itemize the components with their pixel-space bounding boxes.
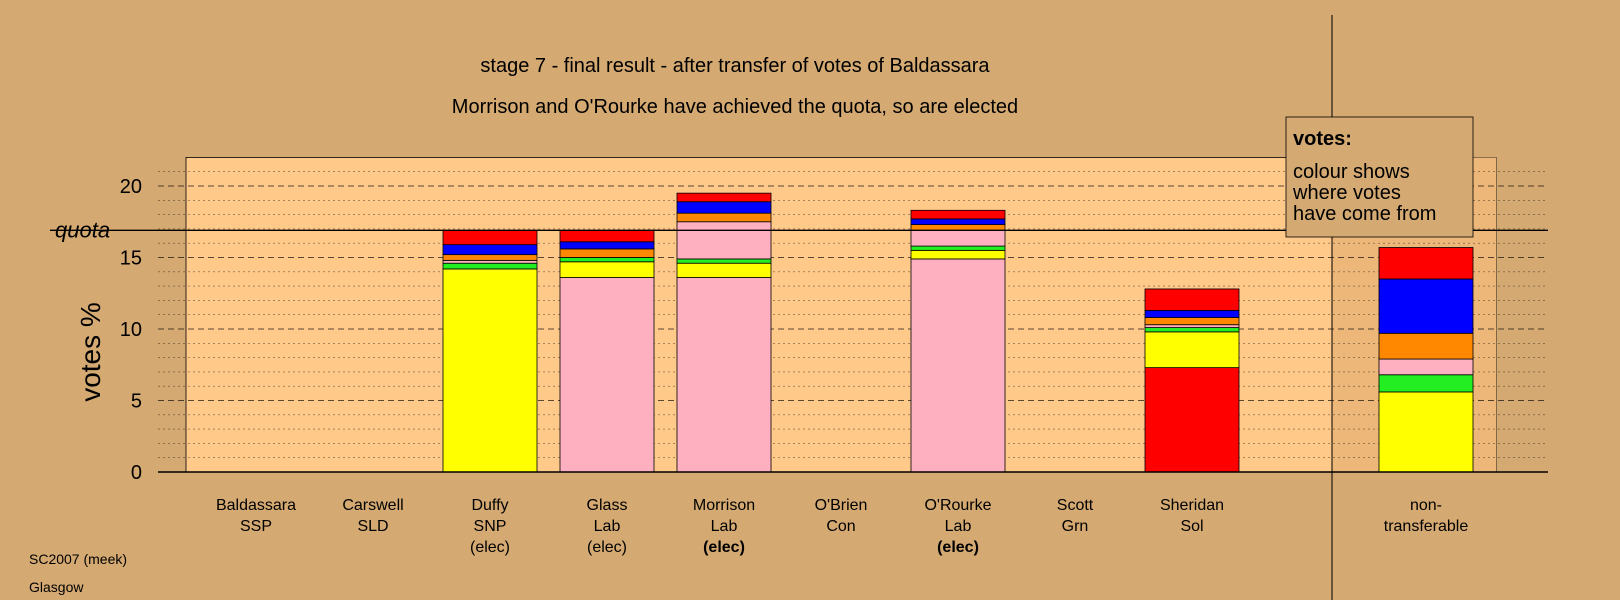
bar-segment-sol	[559, 229, 655, 243]
bar-segment-snp	[1144, 331, 1240, 369]
bar-segment-snp	[910, 249, 1006, 260]
x-tick-candidate-name: Carswell	[342, 497, 403, 514]
bar-segment-snp	[1378, 391, 1474, 473]
x-tick-candidate-name: Baldassara	[216, 497, 296, 514]
x-tick-candidate-party: Lab	[711, 518, 738, 535]
x-tick-candidate-party: Sol	[1180, 518, 1203, 535]
x-tick-candidate-name: O'Rourke	[924, 497, 991, 514]
y-tick-label: 15	[120, 248, 142, 270]
legend-box	[1285, 116, 1474, 238]
bar-segment-grn	[910, 245, 1006, 251]
footer-method: SC2007 (meek)	[29, 551, 128, 567]
bar-segment-sol	[1378, 247, 1474, 280]
bar-segment-ld	[910, 224, 1006, 231]
x-tick-candidate-party: Lab	[594, 518, 621, 535]
x-tick-candidate-status: (elec)	[937, 539, 979, 556]
x-tick-non-transferable: transferable	[1384, 518, 1469, 535]
y-axis-label: votes %	[75, 302, 106, 402]
footer-constituency: Glasgow	[29, 579, 84, 595]
x-tick-candidate-status: (elec)	[703, 539, 745, 556]
bar-segment-con	[1378, 278, 1474, 334]
bar-segment-con	[1144, 310, 1240, 318]
chart-title: stage 7 - final result - after transfer …	[480, 55, 990, 77]
x-tick-candidate-name: Morrison	[693, 497, 755, 514]
bar-segment-sol	[1144, 288, 1240, 311]
legend-text: have come from	[1293, 203, 1436, 225]
bar-segment-lab	[910, 229, 1006, 247]
bar-segment-ld	[676, 212, 772, 223]
bar-segment-grn	[1144, 327, 1240, 333]
bar-segment-grn	[442, 262, 538, 270]
bar-segment-grn	[1378, 374, 1474, 393]
bar-segment-ld	[559, 248, 655, 258]
bar-segment-con	[676, 201, 772, 214]
x-tick-candidate-name: O'Brien	[815, 497, 868, 514]
y-tick-label: 0	[131, 462, 142, 484]
bar-segment-lab	[910, 258, 1006, 473]
x-tick-candidate-name: Sheridan	[1160, 497, 1224, 514]
legend-text: colour shows	[1293, 161, 1410, 183]
x-tick-candidate-status: (elec)	[470, 539, 510, 556]
y-tick-label: 5	[131, 391, 142, 413]
bar-segment-snp	[559, 261, 655, 278]
bar-glass	[559, 229, 655, 473]
bar-segment-sol	[1144, 367, 1240, 473]
bar-segment-snp	[442, 268, 538, 473]
legend-title: votes:	[1293, 128, 1352, 150]
bar-sheridan	[1144, 288, 1240, 473]
x-tick-candidate-party: Con	[826, 518, 855, 535]
x-tick-candidate-party: Grn	[1062, 518, 1089, 535]
bar-segment-ld	[442, 254, 538, 261]
bar-segment-lab	[559, 277, 655, 473]
bar-segment-lab	[1378, 358, 1474, 376]
chart-subtitle: Morrison and O'Rourke have achieved the …	[452, 96, 1018, 118]
bar-segment-sol	[910, 209, 1006, 220]
bar-segment-grn	[559, 257, 655, 263]
bar-segment-con	[559, 241, 655, 250]
bar-segment-con	[442, 244, 538, 256]
y-tick-label: 20	[120, 176, 142, 198]
bar-segment-snp	[676, 262, 772, 278]
bar-segment-ld	[1144, 317, 1240, 326]
bar-segment-grn	[676, 258, 772, 264]
bar-segment-sol	[442, 229, 538, 246]
bar-duffy	[442, 229, 538, 473]
x-tick-candidate-party: SLD	[357, 518, 388, 535]
x-tick-non-transferable: non-	[1410, 497, 1442, 514]
bar-segment-lab	[676, 221, 772, 260]
x-tick-candidate-name: Duffy	[471, 497, 508, 514]
bar-segment-lab	[442, 259, 538, 264]
bar-morrison	[676, 192, 772, 473]
bar-orourke	[910, 209, 1006, 473]
quota-label: quota	[55, 217, 110, 242]
bar-segment-lab	[676, 277, 772, 473]
legend-text: where votes	[1292, 182, 1401, 204]
x-tick-candidate-name: Scott	[1057, 497, 1094, 514]
bar-segment-sol	[676, 192, 772, 203]
bar-segment-con	[910, 218, 1006, 226]
bar-segment-lab	[1144, 324, 1240, 328]
x-tick-candidate-status: (elec)	[587, 539, 627, 556]
x-tick-candidate-party: SNP	[474, 518, 507, 535]
x-tick-candidate-party: SSP	[240, 518, 272, 535]
bar-segment-ld	[1378, 332, 1474, 360]
x-tick-candidate-name: Glass	[587, 497, 628, 514]
x-tick-candidate-party: Lab	[945, 518, 972, 535]
bar-non-transferable	[1378, 247, 1474, 473]
y-tick-label: 10	[120, 319, 142, 341]
